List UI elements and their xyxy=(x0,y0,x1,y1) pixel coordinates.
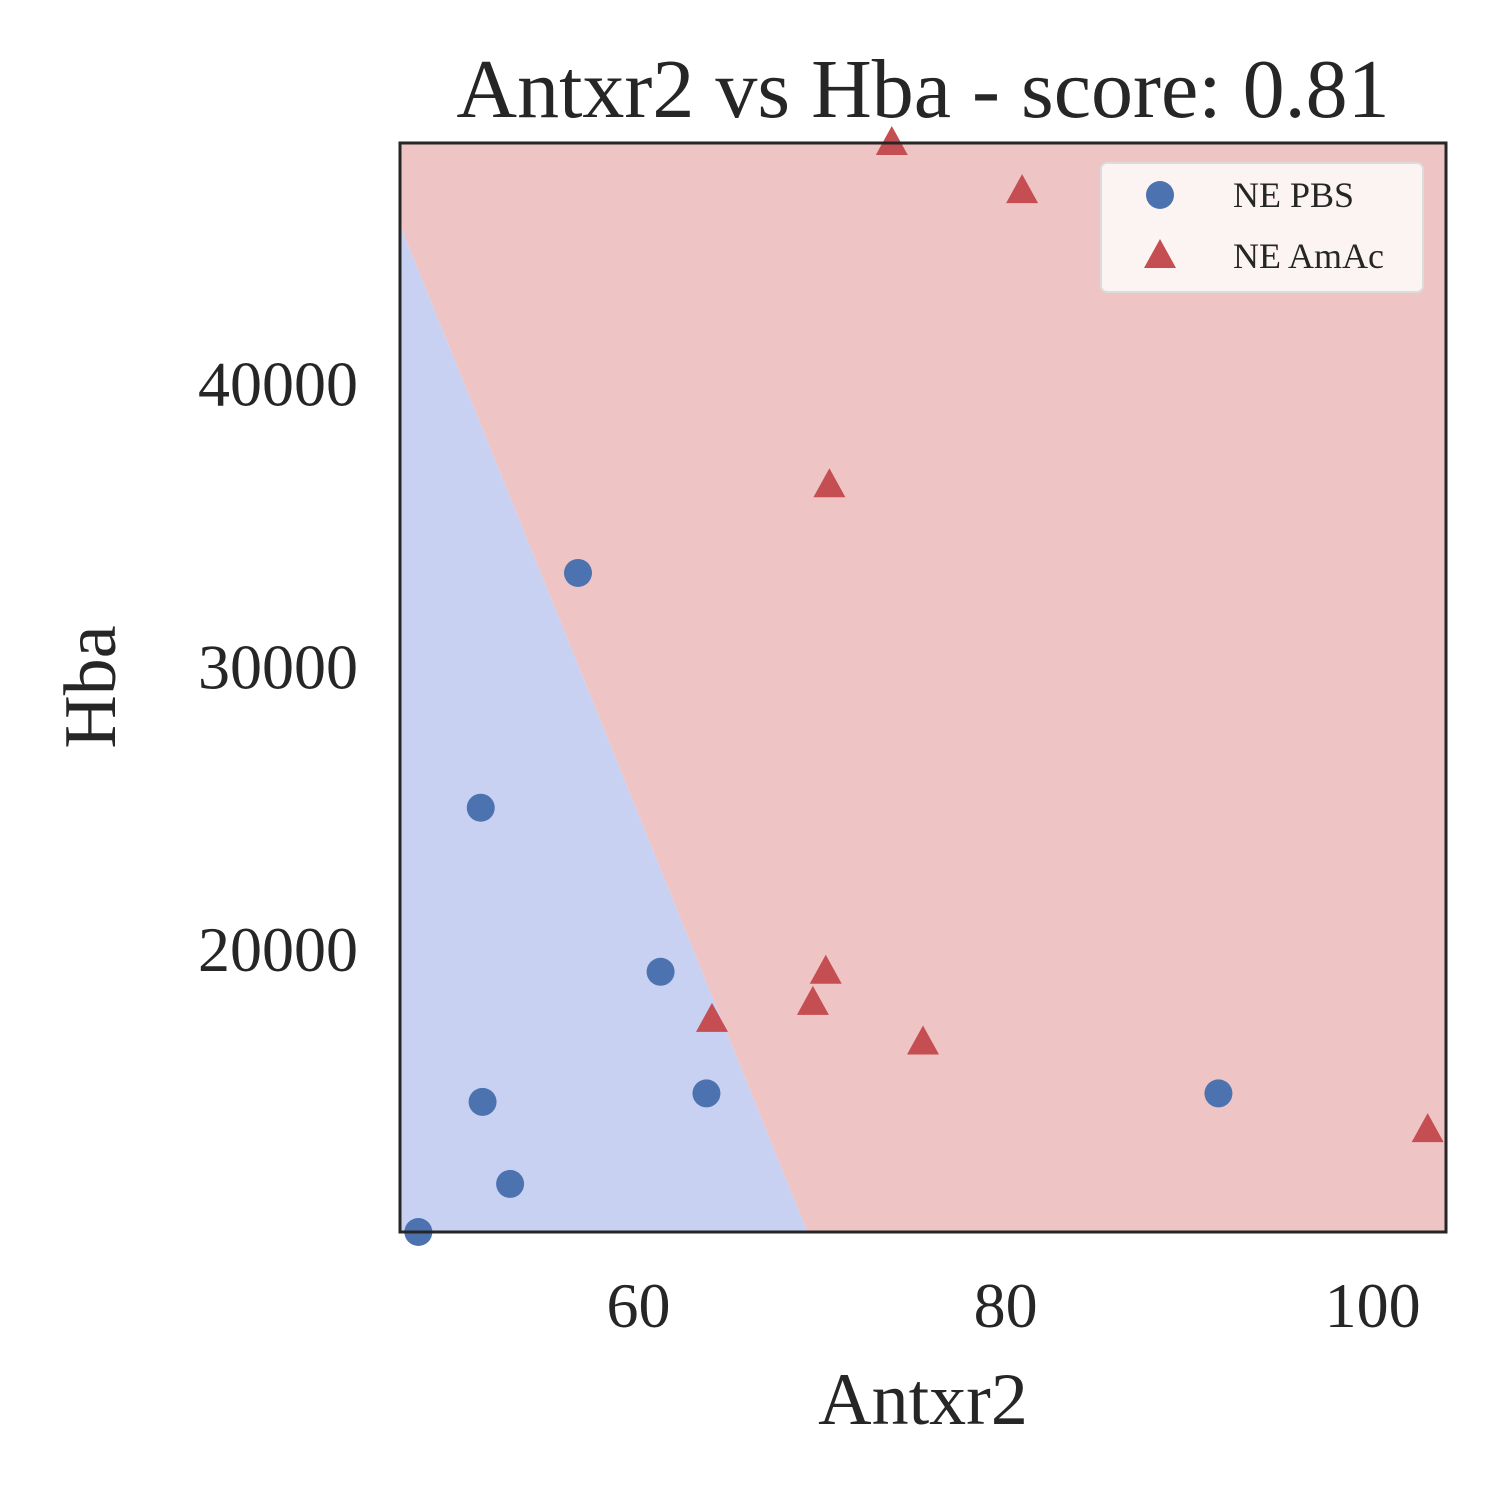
point-ne-pbs xyxy=(466,793,495,822)
x-axis-label: Antxr2 xyxy=(818,1359,1028,1441)
region-ne-pbs xyxy=(400,225,808,1232)
legend-marker-ne-amac xyxy=(1144,239,1176,268)
y-tick-label: 30000 xyxy=(198,631,358,702)
x-tick-label: 100 xyxy=(1325,1270,1421,1341)
point-ne-amac xyxy=(809,954,842,984)
point-ne-amac xyxy=(875,126,908,155)
chart-title: Antxr2 vs Hba - score: 0.81 xyxy=(456,43,1389,136)
point-ne-pbs xyxy=(646,957,675,986)
point-ne-pbs xyxy=(496,1169,525,1198)
point-ne-pbs xyxy=(564,558,593,587)
point-ne-amac xyxy=(1411,1113,1444,1143)
x-axis-ticks: 60 80 100 xyxy=(607,1270,1421,1341)
data-points xyxy=(466,174,1444,1198)
point-ne-pbs xyxy=(692,1079,721,1108)
y-tick-label: 20000 xyxy=(198,914,358,985)
x-tick-label: 80 xyxy=(974,1270,1038,1341)
region-ne-amac xyxy=(400,143,1446,1232)
decision-regions xyxy=(400,143,1446,1232)
point-ne-pbs xyxy=(468,1087,497,1116)
point-ne-amac xyxy=(1006,174,1039,204)
plot-frame xyxy=(398,141,1448,1234)
point-ne-amac xyxy=(813,468,846,498)
point-ne-pbs xyxy=(1204,1079,1233,1108)
legend-box xyxy=(1100,162,1424,293)
y-axis-ticks: 20000 30000 40000 xyxy=(198,348,358,985)
point-ne-amac xyxy=(796,985,829,1015)
legend-label-ne-pbs: NE PBS xyxy=(1233,175,1354,215)
y-axis-label: Hba xyxy=(50,625,132,748)
legend: NE PBS NE AmAc xyxy=(1100,162,1424,293)
legend-marker-ne-pbs xyxy=(1146,181,1174,209)
point-ne-amac xyxy=(695,1002,728,1032)
legend-label-ne-amac: NE AmAc xyxy=(1233,236,1384,276)
y-tick-label: 40000 xyxy=(198,348,358,419)
x-tick-label: 60 xyxy=(607,1270,671,1341)
point-ne-amac xyxy=(907,1025,939,1055)
